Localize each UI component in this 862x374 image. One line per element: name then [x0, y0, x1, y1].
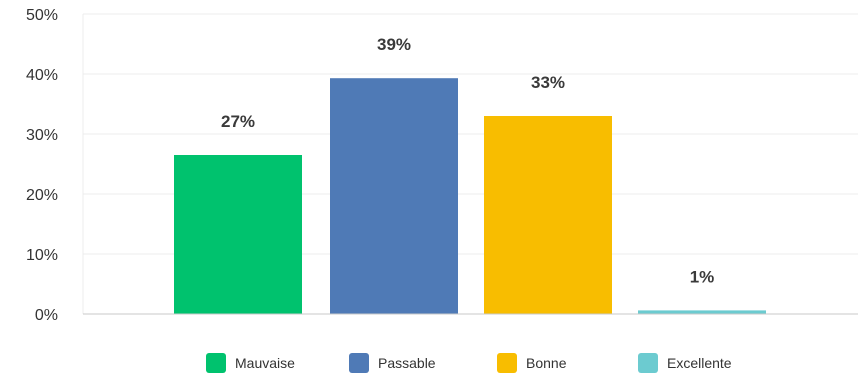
legend-item-bonne[interactable]: Bonne — [497, 353, 567, 373]
y-tick-label: 0% — [35, 307, 58, 324]
y-tick-label: 50% — [26, 7, 58, 24]
legend-label: Bonne — [526, 355, 567, 371]
legend-swatch — [497, 353, 517, 373]
y-tick-label: 40% — [26, 67, 58, 84]
bar-passable — [330, 78, 458, 314]
legend-item-mauvaise[interactable]: Mauvaise — [206, 353, 295, 373]
y-tick-label: 30% — [26, 127, 58, 144]
data-label-passable: 39% — [377, 35, 411, 54]
y-tick-label: 20% — [26, 187, 58, 204]
legend-swatch — [638, 353, 658, 373]
y-tick-label: 10% — [26, 247, 58, 264]
legend-label: Passable — [378, 355, 436, 371]
y-axis-ticks: 0% 10% 20% 30% 40% 50% — [26, 7, 58, 324]
bars — [174, 78, 766, 314]
bar-excellente — [638, 310, 766, 314]
legend-item-excellente[interactable]: Excellente — [638, 353, 732, 373]
data-label-excellente: 1% — [690, 267, 715, 286]
legend-swatch — [349, 353, 369, 373]
legend-item-passable[interactable]: Passable — [349, 353, 436, 373]
bar-bonne — [484, 116, 612, 314]
legend-label: Mauvaise — [235, 355, 295, 371]
legend: Mauvaise Passable Bonne Excellente — [206, 353, 732, 373]
legend-swatch — [206, 353, 226, 373]
data-label-bonne: 33% — [531, 73, 565, 92]
data-labels: 27% 39% 33% 1% — [221, 35, 714, 286]
bar-mauvaise — [174, 155, 302, 314]
data-label-mauvaise: 27% — [221, 112, 255, 131]
legend-label: Excellente — [667, 355, 732, 371]
